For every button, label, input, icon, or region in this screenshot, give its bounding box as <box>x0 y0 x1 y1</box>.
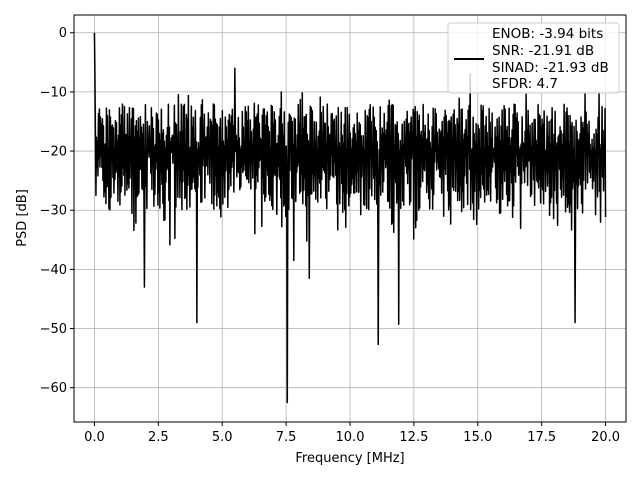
psd-series-line <box>93 32 607 404</box>
x-tick-label: 12.5 <box>399 430 428 445</box>
y-tick-label: −50 <box>40 322 67 337</box>
y-tick-label: −10 <box>40 85 67 100</box>
y-tick-label: 0 <box>59 26 67 41</box>
x-tick-label: 2.5 <box>148 430 169 445</box>
legend-entry-sinad: SINAD: -21.93 dB <box>492 60 609 76</box>
legend: ENOB: -3.94 bits SNR: -21.91 dB SINAD: -… <box>447 22 620 94</box>
y-tick-label: −60 <box>40 381 67 396</box>
legend-entry-snr: SNR: -21.91 dB <box>492 43 594 59</box>
x-tick-label: 10.0 <box>336 430 365 445</box>
x-tick-label: 15.0 <box>463 430 492 445</box>
x-tick-label: 20.0 <box>591 430 620 445</box>
x-tick-label: 5.0 <box>212 430 233 445</box>
x-axis-ticks: 0.0 2.5 5.0 7.5 10.0 12.5 15.0 17.5 20.0 <box>84 422 620 445</box>
y-tick-label: −30 <box>40 204 67 219</box>
series-group <box>93 32 607 404</box>
y-tick-label: −40 <box>40 263 67 278</box>
legend-entry-enob: ENOB: -3.94 bits <box>492 26 603 42</box>
x-tick-label: 7.5 <box>276 430 297 445</box>
legend-box <box>447 22 620 94</box>
y-tick-label: −20 <box>40 145 67 160</box>
x-tick-label: 0.0 <box>84 430 105 445</box>
y-axis-label: PSD [dB] <box>15 189 30 247</box>
legend-entry-sfdr: SFDR: 4.7 <box>492 76 558 92</box>
y-axis-ticks: 0 −10 −20 −30 −40 −50 −60 <box>40 26 74 396</box>
x-axis-label: Frequency [MHz] <box>295 451 404 466</box>
x-tick-label: 17.5 <box>527 430 556 445</box>
